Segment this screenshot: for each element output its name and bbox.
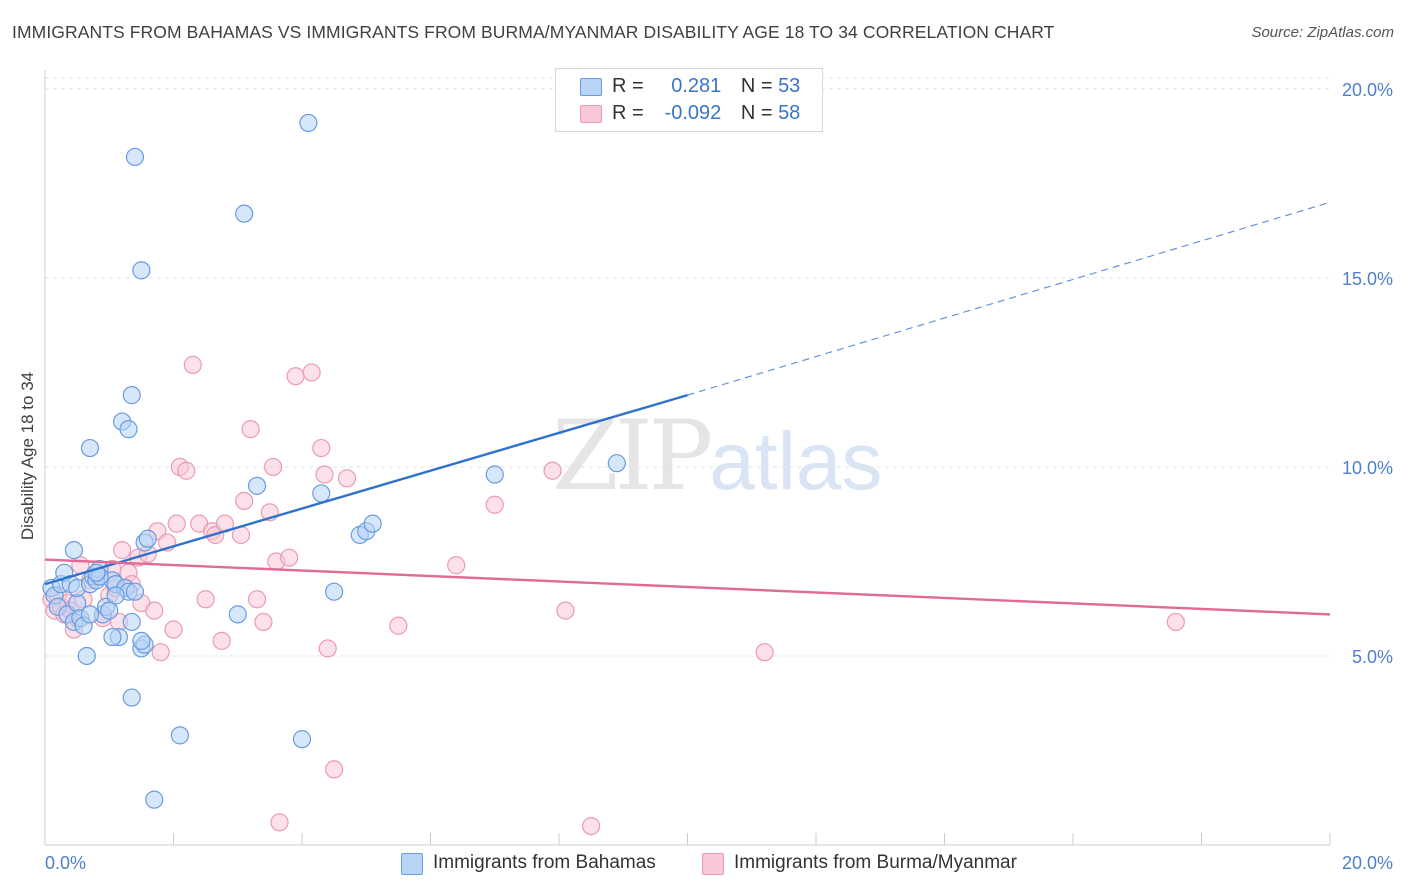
y-tick-label: 15.0%	[1342, 269, 1393, 289]
burma-point	[145, 601, 164, 620]
bahamas-point	[235, 204, 254, 223]
burma-point	[485, 495, 504, 514]
legend-burma-swatch	[702, 853, 724, 875]
watermark-atlas: atlas	[709, 416, 883, 507]
burma-point	[167, 514, 186, 533]
burma-point	[177, 461, 196, 480]
bahamas-point	[138, 529, 157, 548]
bahamas-point	[100, 601, 119, 620]
bahamas-point	[170, 726, 190, 745]
burma-point	[389, 616, 408, 635]
bahamas-point	[299, 113, 318, 133]
bahamas-point	[125, 582, 145, 601]
bahamas-point	[80, 605, 100, 624]
burma-point	[112, 541, 132, 560]
bahamas-point	[132, 261, 151, 280]
bahamas-n-value: 53	[778, 75, 801, 97]
bahamas-point	[77, 646, 96, 666]
bahamas-r-label: R =	[612, 75, 644, 97]
y-tick-label: 10.0%	[1342, 458, 1393, 478]
burma-point	[241, 420, 260, 439]
bahamas-point	[292, 730, 312, 749]
bahamas-point	[145, 790, 164, 809]
burma-point	[183, 355, 202, 374]
legend-bahamas-swatch	[401, 853, 423, 875]
bahamas-point	[325, 582, 344, 601]
burma-n-label: N =	[740, 102, 773, 124]
burma-point	[337, 469, 357, 488]
x-tick-label: 0.0%	[45, 853, 86, 873]
bahamas-point	[122, 612, 141, 632]
y-tick-label: 5.0%	[1352, 647, 1393, 667]
burma-point	[543, 461, 562, 480]
burma-point	[755, 643, 774, 662]
burma-point	[263, 457, 283, 477]
burma-point	[164, 620, 183, 639]
watermark: ZIPatlas	[552, 400, 882, 512]
bahamas-stats: R = 0.281 N = 53	[612, 75, 800, 98]
burma-point	[1166, 612, 1185, 632]
bahamas-point	[119, 420, 138, 439]
bahamas-point	[247, 476, 267, 495]
burma-point	[325, 760, 344, 779]
legend-bahamas-label: Immigrants from Bahamas	[433, 852, 656, 873]
burma-r-label: R =	[612, 102, 644, 124]
bahamas-swatch	[580, 78, 602, 96]
burma-point	[302, 363, 321, 382]
bahamas-point	[363, 514, 382, 533]
burma-point	[286, 367, 305, 386]
bahamas-point	[80, 438, 100, 458]
y-tick-label: 20.0%	[1342, 80, 1393, 100]
stats-legend: R = 0.281 N = 53 R = -0.092 N = 58	[555, 68, 823, 132]
burma-point	[270, 813, 289, 832]
bahamas-point	[122, 688, 141, 707]
burma-point	[254, 612, 273, 632]
burma-point	[318, 639, 337, 658]
burma-point	[247, 590, 267, 609]
burma-point	[280, 548, 299, 567]
bahamas-point	[106, 586, 125, 605]
bahamas-point	[312, 484, 331, 503]
bahamas-point	[485, 465, 504, 484]
burma-point	[315, 465, 334, 484]
burma-n-value: 58	[778, 102, 801, 124]
burma-point	[312, 438, 331, 458]
bahamas-trendline	[44, 393, 688, 586]
burma-point	[556, 601, 575, 620]
burma-point	[235, 491, 254, 511]
burma-swatch	[580, 105, 602, 123]
bahamas-n-label: N =	[740, 75, 773, 97]
chart-title: IMMIGRANTS FROM BAHAMAS VS IMMIGRANTS FR…	[12, 22, 1055, 42]
burma-point	[212, 631, 231, 650]
burma-r-value: -0.092	[664, 102, 722, 124]
burma-point	[582, 816, 601, 836]
burma-trendline	[44, 558, 1331, 616]
burma-point	[151, 643, 170, 662]
burma-stats: R = -0.092 N = 58	[612, 102, 800, 125]
burma-point	[196, 590, 215, 609]
bahamas-point	[228, 605, 247, 624]
burma-point	[447, 556, 466, 575]
bahamas-point	[132, 631, 151, 650]
watermark-zip: ZIP	[552, 400, 713, 512]
x-tick-label: 20.0%	[1342, 853, 1393, 873]
bahamas-trendline-extension	[687, 201, 1331, 396]
bahamas-r-value: 0.281	[671, 75, 722, 97]
bahamas-point	[122, 386, 141, 405]
bahamas-point	[607, 454, 626, 473]
source-label: Source: ZipAtlas.com	[1251, 24, 1394, 41]
legend-burma-label: Immigrants from Burma/Myanmar	[734, 852, 1017, 873]
bahamas-point	[125, 147, 145, 167]
bahamas-point	[103, 627, 122, 647]
bahamas-point	[64, 541, 84, 560]
